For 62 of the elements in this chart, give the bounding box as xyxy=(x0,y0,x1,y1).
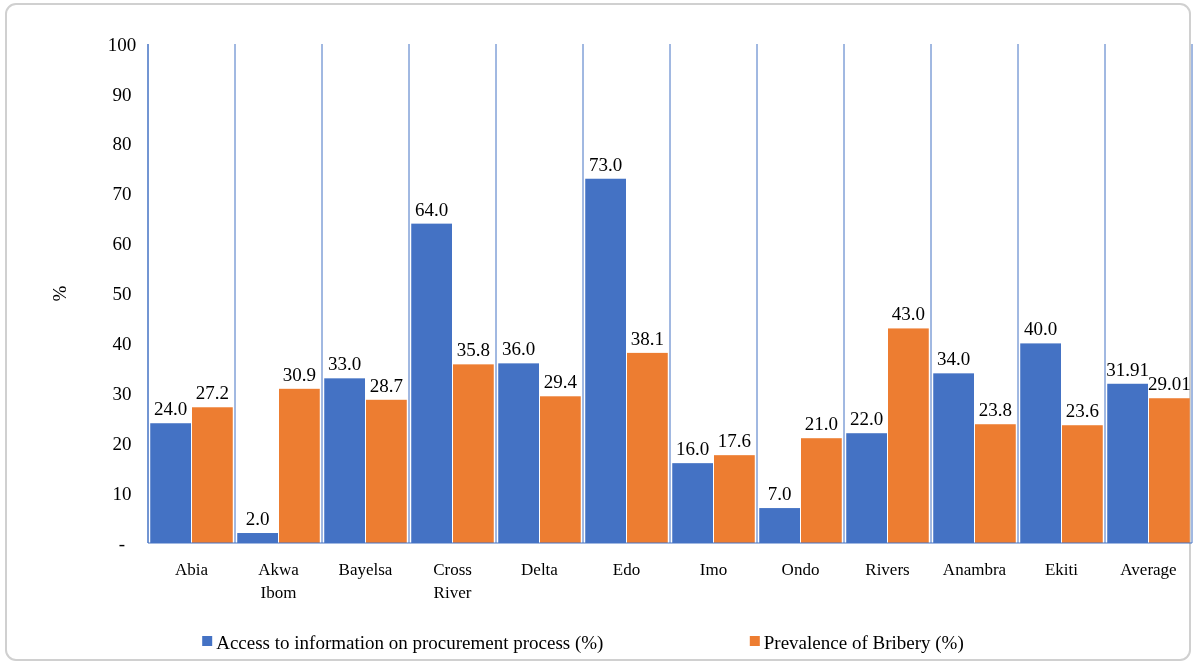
data-label: 23.6 xyxy=(1065,400,1100,422)
data-label: 24.0 xyxy=(153,398,188,420)
bar xyxy=(627,352,668,543)
bar xyxy=(1062,425,1103,543)
x-tick-label: Delta xyxy=(521,560,559,579)
data-label: 17.6 xyxy=(717,430,752,452)
y-axis-title: % xyxy=(49,285,70,302)
x-tick-label: Imo xyxy=(699,560,728,579)
bar xyxy=(366,399,407,543)
x-tick-label: Akwa Ibom xyxy=(258,560,300,602)
x-tick-label: Ekiti xyxy=(1044,560,1079,579)
data-label: 31.91 xyxy=(1106,358,1149,380)
y-tick-label: 80 xyxy=(112,133,132,155)
data-label: 29.4 xyxy=(543,371,578,393)
data-label: 21.0 xyxy=(804,413,839,435)
y-tick-label: 60 xyxy=(112,233,132,255)
y-tick-label: - xyxy=(118,532,126,554)
x-tick-label: Ondo xyxy=(781,560,820,579)
data-label: 22.0 xyxy=(849,408,884,430)
bar xyxy=(714,455,755,543)
data-label: 28.7 xyxy=(369,374,404,396)
legend-label: Prevalence of Bribery (%) xyxy=(763,631,964,654)
legend-label: Access to information on procurement process (%) xyxy=(216,631,604,654)
y-tick-label: 50 xyxy=(112,283,132,305)
y-tick-label: 20 xyxy=(112,432,132,454)
bar xyxy=(540,396,581,543)
data-label: 23.8 xyxy=(978,399,1013,421)
bar xyxy=(975,424,1016,543)
data-label: 7.0 xyxy=(767,483,792,505)
x-tick-label: Cross River xyxy=(433,560,472,602)
data-label: 73.0 xyxy=(588,153,623,175)
data-label: 27.2 xyxy=(195,382,230,404)
y-tick-label: 90 xyxy=(112,83,132,105)
x-tick-label: Edo xyxy=(612,560,641,579)
data-label: 40.0 xyxy=(1023,318,1058,340)
data-label: 16.0 xyxy=(675,438,710,460)
x-tick-label: Abia xyxy=(174,560,209,579)
y-tick-label: 70 xyxy=(112,183,132,205)
data-label: 43.0 xyxy=(891,303,926,325)
y-tick-label: 10 xyxy=(112,482,132,504)
y-tick-label: 30 xyxy=(112,382,132,404)
bar xyxy=(888,328,929,543)
data-label: 33.0 xyxy=(327,353,362,375)
data-label: 38.1 xyxy=(630,327,665,349)
data-label: 30.9 xyxy=(282,363,317,385)
x-tick-label: Bayelsa xyxy=(338,560,393,579)
bar xyxy=(801,438,842,543)
x-tick-label: Rivers xyxy=(865,560,910,579)
x-tick-label: Anambra xyxy=(942,560,1007,579)
bar xyxy=(192,407,233,543)
data-label: 36.0 xyxy=(501,338,536,360)
data-label: 64.0 xyxy=(414,198,449,220)
data-label: 29.01 xyxy=(1148,373,1191,395)
x-tick-label: Average xyxy=(1120,560,1177,579)
data-label: 35.8 xyxy=(456,339,491,361)
data-label: 2.0 xyxy=(245,508,270,530)
y-tick-label: 40 xyxy=(112,333,132,355)
y-tick-label: 100 xyxy=(107,33,137,55)
bar xyxy=(279,388,320,543)
bar xyxy=(1149,398,1190,543)
bar xyxy=(453,364,494,543)
data-label: 34.0 xyxy=(936,348,971,370)
